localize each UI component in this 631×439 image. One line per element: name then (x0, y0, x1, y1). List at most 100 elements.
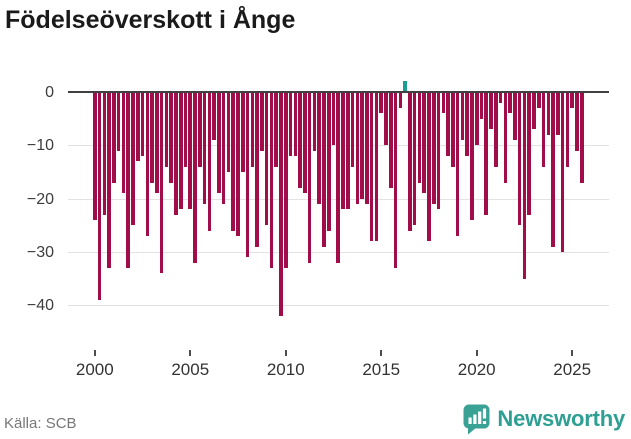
bar-2014Q4 (374, 92, 379, 242)
bar-2019Q2 (460, 92, 465, 140)
bar-2003Q3 (159, 92, 164, 274)
bar-2021Q2 (498, 92, 503, 103)
bar-2008Q4 (260, 92, 264, 151)
bar-2016Q3 (408, 92, 412, 231)
bar-2021Q3 (503, 92, 508, 183)
bar-2009Q4 (279, 92, 283, 316)
bar-2013Q1 (341, 92, 345, 210)
bar-2017Q3 (427, 92, 431, 242)
bar-2019Q4 (470, 92, 474, 220)
bar-2024Q3 (560, 92, 565, 252)
bar-2006Q4 (221, 92, 226, 204)
newsworthy-logo-icon (463, 404, 490, 435)
bar-2021Q4 (508, 92, 512, 114)
bar-2018Q4 (451, 92, 455, 167)
x-axis-label-2015: 2015 (362, 360, 401, 379)
bar-2006Q2 (212, 92, 216, 140)
bar-2008Q2 (250, 92, 255, 167)
bar-2012Q3 (331, 92, 336, 146)
bar-2013Q3 (350, 92, 355, 167)
x-axis-label-2010: 2010 (266, 360, 305, 379)
source-attribution: Källa: SCB (4, 415, 77, 432)
y-axis-label--20: −20 (26, 190, 54, 208)
bar-2009Q1 (264, 92, 269, 226)
bar-2015Q3 (388, 92, 393, 188)
bar-2006Q1 (207, 92, 212, 231)
y-axis-label-0: 0 (45, 84, 54, 101)
bar-2007Q4 (240, 92, 245, 172)
bar-2017Q1 (417, 92, 422, 183)
bar-2010Q4 (298, 92, 302, 188)
bar-2004Q4 (183, 92, 188, 167)
bar-2007Q3 (236, 92, 240, 236)
x-axis-label-2000: 2000 (75, 360, 114, 379)
bar-2025Q2 (575, 92, 579, 151)
bar-2020Q3 (484, 92, 489, 215)
bar-2022Q1 (513, 92, 517, 140)
bar-2020Q1 (474, 92, 479, 146)
bar-2016Q2 (403, 81, 407, 92)
bar-2002Q1 (131, 92, 135, 226)
x-tick-2025 (571, 350, 574, 356)
newsworthy-brand: Newsworthy (463, 402, 625, 436)
x-tick-2010 (284, 350, 287, 356)
bar-2000Q4 (107, 92, 111, 268)
bar-2011Q2 (307, 92, 312, 263)
bar-2019Q1 (455, 92, 460, 236)
bar-2025Q3 (579, 92, 584, 183)
x-tick-2000 (93, 350, 96, 356)
bar-2004Q2 (174, 92, 178, 215)
bar-2024Q4 (565, 92, 570, 167)
bar-2011Q3 (312, 92, 317, 151)
bar-2020Q4 (489, 92, 493, 130)
bar-2000Q1 (93, 92, 97, 220)
bar-2012Q4 (336, 92, 341, 263)
brand-name: Newsworthy (497, 406, 625, 431)
bar-2005Q4 (202, 92, 207, 204)
bar-2015Q2 (384, 92, 388, 146)
x-tick-2020 (475, 350, 478, 356)
x-axis-label-2025: 2025 (553, 360, 592, 379)
bar-2013Q2 (346, 92, 350, 210)
bar-2010Q3 (293, 92, 298, 156)
bar-2024Q2 (556, 92, 560, 135)
bar-2001Q1 (112, 92, 116, 183)
bar-2006Q3 (217, 92, 221, 194)
bar-2007Q2 (231, 92, 236, 231)
y-axis-label--40: −40 (26, 297, 54, 315)
bar-2023Q4 (546, 92, 551, 135)
bar-2010Q2 (288, 92, 293, 156)
gridline-y-40 (68, 305, 609, 307)
bar-2015Q4 (393, 92, 398, 268)
bar-2005Q2 (193, 92, 197, 263)
bar-2018Q2 (441, 92, 446, 114)
bar-2025Q1 (570, 92, 574, 108)
bar-2010Q1 (283, 92, 288, 268)
bar-2015Q1 (379, 92, 384, 114)
bar-2002Q2 (135, 92, 140, 162)
bar-2001Q2 (116, 92, 121, 151)
bar-2014Q3 (369, 92, 374, 242)
bar-2017Q2 (422, 92, 426, 194)
bar-2001Q3 (121, 92, 126, 194)
bar-2009Q2 (269, 92, 274, 268)
bar-2001Q4 (126, 92, 130, 268)
bar-2022Q4 (527, 92, 532, 215)
bar-2003Q4 (164, 92, 169, 167)
bar-2016Q1 (398, 92, 403, 108)
bar-2022Q3 (522, 92, 527, 279)
bar-2022Q2 (517, 92, 522, 226)
bar-2011Q4 (317, 92, 321, 204)
bar-2003Q1 (150, 92, 154, 183)
bar-2008Q1 (245, 92, 250, 258)
y-axis-label--30: −30 (26, 243, 54, 261)
bar-2019Q3 (465, 92, 469, 156)
bar-2005Q3 (198, 92, 202, 167)
bar-2003Q2 (155, 92, 159, 194)
x-axis-label-2005: 2005 (171, 360, 210, 379)
bar-2004Q3 (178, 92, 183, 210)
bar-2018Q1 (436, 92, 441, 210)
bar-2000Q3 (102, 92, 107, 215)
x-tick-2005 (189, 350, 192, 356)
